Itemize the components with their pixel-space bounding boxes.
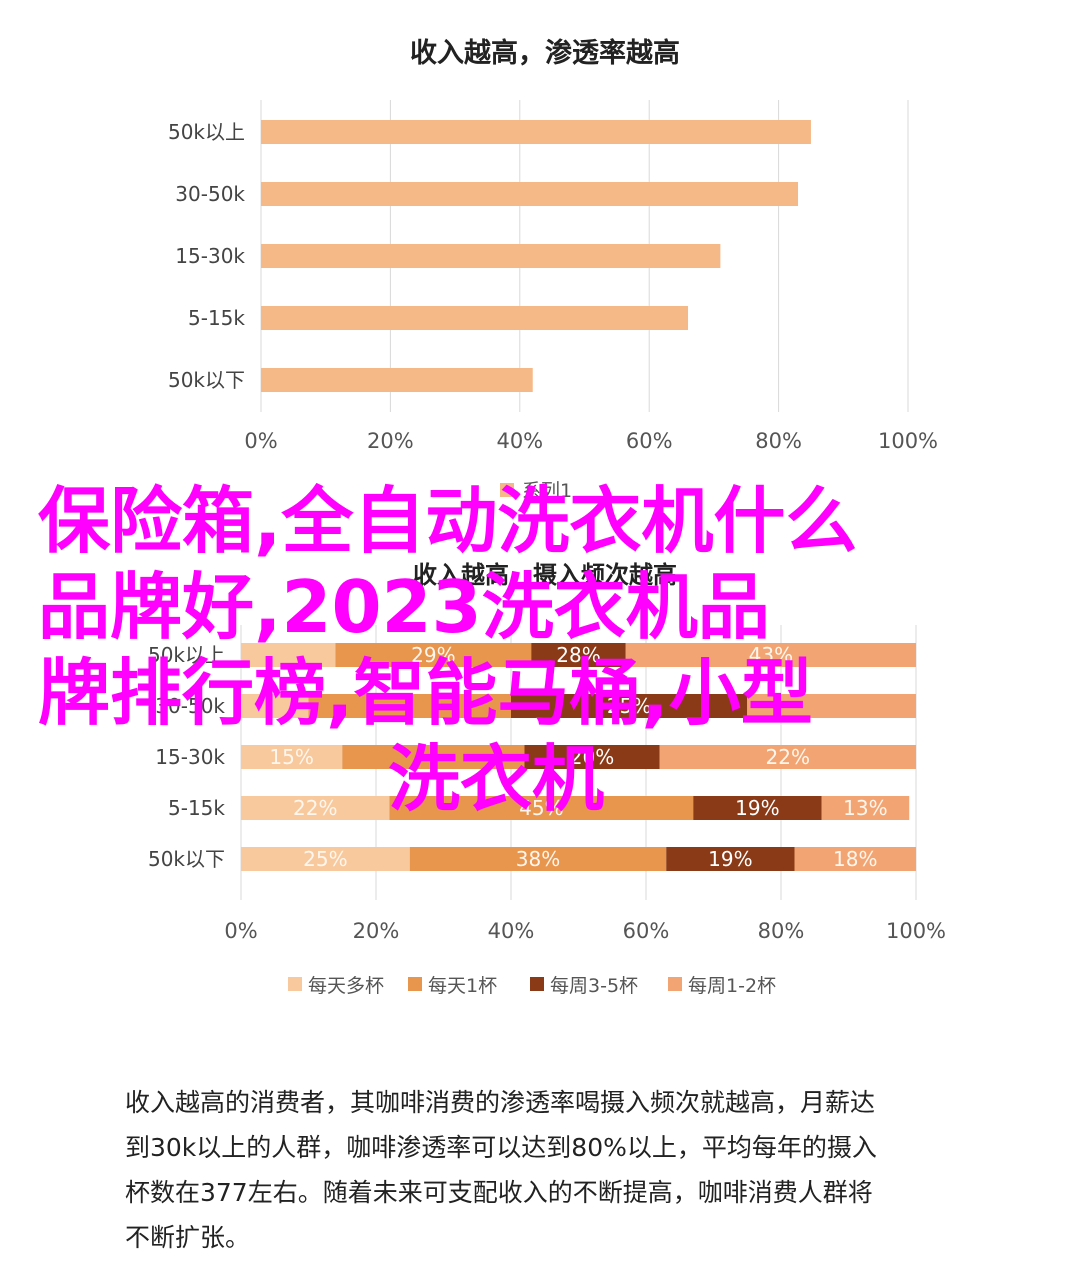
chart1-bar bbox=[261, 368, 533, 392]
chart2-bar-segment bbox=[241, 694, 309, 718]
chart2-data-label: 15% bbox=[269, 745, 313, 769]
chart1-bar bbox=[261, 182, 799, 206]
chart1-legend-swatch bbox=[500, 483, 514, 497]
chart2-bar-segment bbox=[342, 745, 525, 769]
frequency-chart: 收入越高，摄入频次越高 29% 28% 43% 25% 15% 20% 22% 22% 45% 1… bbox=[148, 561, 946, 997]
chart2-category-label: 5-15k bbox=[168, 796, 225, 820]
chart2-category-label: 50k以上 bbox=[148, 643, 225, 667]
overlay-line-3: 牌排行榜,智能马桶,小型 bbox=[38, 651, 813, 735]
chart2-bar-segment bbox=[666, 847, 795, 871]
chart2-data-label: 22% bbox=[766, 745, 810, 769]
chart1-legend-label: 系列1 bbox=[522, 480, 572, 502]
chart2-category-label: 15-30k bbox=[155, 745, 225, 769]
chart2-category-label: 50k以下 bbox=[148, 847, 225, 871]
chart2-bar-segment bbox=[794, 847, 916, 871]
chart1-category-label: 30-50k bbox=[175, 182, 245, 206]
chart2-data-label: 13% bbox=[843, 796, 887, 820]
chart1-x-tick: 80% bbox=[755, 429, 802, 453]
chart1-bar bbox=[261, 244, 721, 268]
overlay-line-1: 保险箱,全自动洗衣机什么 bbox=[38, 479, 858, 563]
chart2-title: 收入越高，摄入频次越高 bbox=[413, 561, 677, 589]
chart2-bar-segment bbox=[821, 796, 910, 820]
penetration-chart: 收入越高，渗透率越高 50k以上 30-50k 15-30k 5-15k 50k以下 0… bbox=[168, 37, 938, 502]
paragraph-line-4: 不断扩张。 bbox=[125, 1223, 251, 1252]
chart1-category-label: 50k以上 bbox=[168, 120, 245, 144]
chart2-legend-swatch bbox=[408, 977, 422, 991]
chart2-x-tick: 20% bbox=[353, 919, 400, 943]
chart1-x-tick: 60% bbox=[626, 429, 673, 453]
article-paragraph: 收入越高的消费者，其咖啡消费的渗透率喝摄入频次就越高，月薪达 到30k以上的人群… bbox=[125, 1080, 985, 1260]
chart2-legend-label: 每周3-5杯 bbox=[550, 975, 638, 997]
chart1-x-tick: 100% bbox=[878, 429, 938, 453]
chart2-x-tick: 100% bbox=[886, 919, 946, 943]
chart2-bar-segment bbox=[409, 847, 667, 871]
chart2-bar-segment bbox=[524, 745, 660, 769]
chart2-x-tick: 0% bbox=[224, 919, 257, 943]
paragraph-line-2: 到30k以上的人群，咖啡渗透率可以达到80%以上，平均每年的摄入 bbox=[125, 1133, 877, 1162]
chart1-category-label: 50k以下 bbox=[168, 368, 245, 392]
chart2-data-label: 25% bbox=[303, 847, 347, 871]
chart1-title: 收入越高，渗透率越高 bbox=[410, 37, 680, 69]
overlay-headline: 保险箱,全自动洗衣机什么 品牌好,2023洗衣机品 牌排行榜,智能马桶,小型 洗… bbox=[38, 478, 1048, 822]
chart1-category-label: 15-30k bbox=[175, 244, 245, 268]
chart2-bar-segment bbox=[335, 643, 532, 667]
chart2-bar-segment bbox=[241, 745, 343, 769]
chart2-bar-segment bbox=[625, 643, 916, 667]
chart2-data-label: 20% bbox=[570, 745, 614, 769]
chart2-data-label: 45% bbox=[519, 796, 563, 820]
chart1-bar bbox=[261, 306, 689, 330]
chart2-bar-segment bbox=[511, 694, 748, 718]
chart2-bar-segment bbox=[389, 796, 694, 820]
chart2-bar-segment bbox=[659, 745, 916, 769]
chart2-legend-label: 每周1-2杯 bbox=[688, 975, 776, 997]
chart1-bar bbox=[261, 120, 811, 144]
chart2-bar-segment bbox=[241, 643, 336, 667]
chart1-category-label: 5-15k bbox=[188, 306, 245, 330]
chart2-data-label: 28% bbox=[556, 643, 600, 667]
chart2-bar-segment bbox=[693, 796, 822, 820]
chart2-data-label: 18% bbox=[833, 847, 877, 871]
chart1-x-tick: 20% bbox=[367, 429, 414, 453]
chart2-legend-swatch bbox=[288, 977, 302, 991]
chart2-bar-segment bbox=[241, 796, 390, 820]
chart2-legend-swatch bbox=[668, 977, 682, 991]
chart2-bar-segment bbox=[531, 643, 626, 667]
chart1-x-tick: 40% bbox=[496, 429, 543, 453]
chart1-x-tick: 0% bbox=[244, 429, 277, 453]
overlay-line-2: 品牌好,2023洗衣机品 bbox=[38, 565, 770, 649]
chart2-data-label: 22% bbox=[293, 796, 337, 820]
chart2-data-label: 43% bbox=[749, 643, 793, 667]
chart2-data-label: 38% bbox=[516, 847, 560, 871]
chart2-bar-segment bbox=[308, 694, 511, 718]
paragraph-line-1: 收入越高的消费者，其咖啡消费的渗透率喝摄入频次就越高，月薪达 bbox=[125, 1088, 876, 1117]
overlay-line-4: 洗衣机 bbox=[388, 737, 605, 821]
chart2-x-tick: 80% bbox=[758, 919, 805, 943]
chart2-data-label: 19% bbox=[735, 796, 779, 820]
paragraph-line-3: 杯数在377左右。随着未来可支配收入的不断提高，咖啡消费人群将 bbox=[125, 1178, 873, 1207]
chart2-data-label: 29% bbox=[411, 643, 455, 667]
chart2-legend-label: 每天多杯 bbox=[308, 975, 384, 997]
chart2-bar-segment bbox=[241, 847, 410, 871]
chart2-x-tick: 60% bbox=[623, 919, 670, 943]
chart2-x-tick: 40% bbox=[488, 919, 535, 943]
chart2-category-label: 30-50k bbox=[155, 694, 225, 718]
chart2-legend-swatch bbox=[530, 977, 544, 991]
chart2-bar-segment bbox=[747, 694, 916, 718]
chart2-data-label: 19% bbox=[708, 847, 752, 871]
chart2-data-label: 25% bbox=[607, 694, 651, 718]
chart2-legend-label: 每天1杯 bbox=[428, 975, 497, 997]
